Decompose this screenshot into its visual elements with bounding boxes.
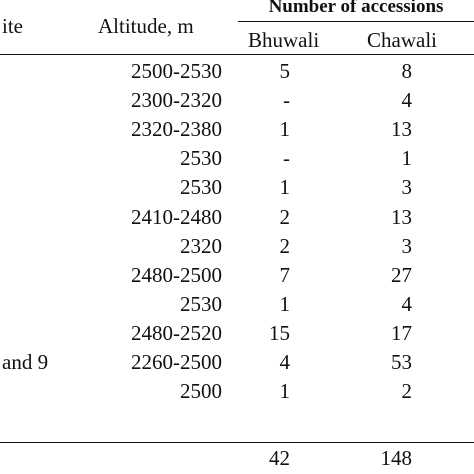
altitude-cell: 2410-2480 (131, 205, 222, 229)
chawali-cell: 13 (391, 205, 412, 229)
column-header-altitude: Altitude, m (98, 14, 194, 38)
chawali-cell: 4 (401, 292, 413, 316)
chawali-cell: 53 (391, 350, 412, 374)
altitude-cell: 2530 (180, 175, 222, 199)
total-chawali: 148 (380, 446, 413, 470)
chawali-cell: 1 (401, 146, 413, 170)
altitude-cell: 2320-2380 (131, 117, 222, 141)
top-rule (238, 21, 474, 22)
bhuwali-cell: 2 (279, 205, 291, 229)
altitude-cell: 2500 (180, 379, 222, 403)
chawali-cell: 27 (391, 263, 412, 287)
group-header-number-of-accessions: Number of accessions (268, 0, 444, 17)
altitude-cell: 2320 (180, 234, 222, 258)
altitude-cell: 2260-2500 (131, 350, 222, 374)
altitude-cell: 2480-2500 (131, 263, 222, 287)
site-cell: and 9 (2, 350, 49, 374)
bhuwali-cell: 5 (279, 59, 291, 83)
bhuwali-cell: 7 (279, 263, 291, 287)
chawali-cell: 2 (401, 379, 413, 403)
bhuwali-cell: 2 (279, 234, 291, 258)
column-header-chawali: Chawali (367, 28, 437, 52)
header-bottom-rule (0, 54, 474, 55)
total-bhuwali: 42 (269, 446, 290, 470)
bhuwali-cell: 1 (279, 117, 291, 141)
chawali-cell: 3 (401, 175, 413, 199)
bhuwali-cell: - (283, 146, 290, 170)
chawali-cell: 3 (401, 234, 413, 258)
bhuwali-cell: 1 (279, 175, 291, 199)
bhuwali-cell: 1 (279, 379, 291, 403)
bhuwali-cell: - (283, 88, 290, 112)
chawali-cell: 17 (391, 321, 412, 345)
column-header-site: ite (2, 14, 23, 38)
altitude-cell: 2530 (180, 146, 222, 170)
bhuwali-cell: 1 (279, 292, 291, 316)
chawali-cell: 4 (401, 88, 413, 112)
altitude-cell: 2480-2520 (131, 321, 222, 345)
bhuwali-cell: 4 (279, 350, 291, 374)
chawali-cell: 8 (401, 59, 413, 83)
altitude-cell: 2530 (180, 292, 222, 316)
column-header-bhuwali: Bhuwali (248, 28, 320, 52)
altitude-cell: 2300-2320 (131, 88, 222, 112)
altitude-cell: 2500-2530 (131, 59, 222, 83)
chawali-cell: 13 (391, 117, 412, 141)
bhuwali-cell: 15 (269, 321, 290, 345)
total-top-rule (0, 442, 474, 443)
